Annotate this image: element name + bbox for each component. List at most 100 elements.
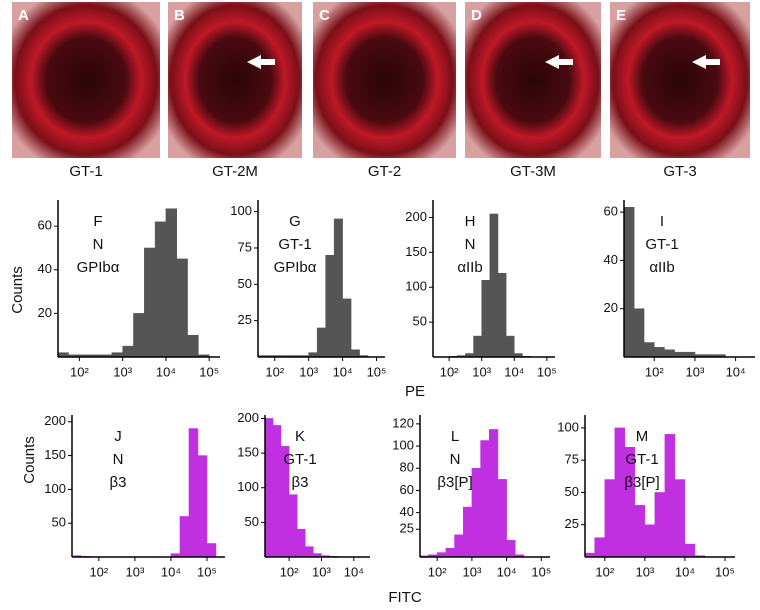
histogram-bar (471, 468, 481, 558)
panel-label: GPIbα (274, 259, 317, 276)
x-tick-label: 10³ (299, 364, 318, 379)
photo-letter: D (471, 7, 482, 24)
y-tick-label: 40 (38, 261, 52, 276)
y-tick-label: 60 (400, 482, 414, 497)
y-tick-label: 60 (604, 204, 618, 219)
histogram-bar (165, 208, 177, 358)
panel-label: β3 (110, 474, 127, 491)
y-tick-label: 40 (400, 504, 414, 519)
photo-letter: A (18, 7, 29, 24)
panel-label: N (450, 451, 461, 468)
y-tick-label: 100 (557, 419, 579, 434)
histogram-bar (481, 279, 491, 358)
histogram-bar (144, 247, 156, 358)
x-tick-label: 10³ (113, 364, 132, 379)
x-tick-label: 10⁵ (537, 364, 557, 379)
photo (168, 2, 302, 158)
panel-label: GT-1 (645, 236, 678, 253)
x-tick-label: 10² (280, 564, 299, 579)
arrow (545, 55, 573, 69)
histogram-bar (623, 206, 635, 358)
y-axis-label: Counts (21, 436, 38, 484)
histogram-bar (454, 534, 464, 558)
panel-label: GT-1 (283, 451, 316, 468)
histogram-bar (206, 543, 217, 558)
histogram-bar (325, 254, 335, 358)
histogram-bar (497, 479, 507, 558)
panel-label: F (93, 213, 102, 230)
x-tick-label: 10⁴ (497, 564, 517, 579)
panel-label: N (465, 236, 476, 253)
y-tick-label: 25 (565, 516, 579, 531)
histogram-bar (594, 537, 606, 558)
histogram-bar (664, 434, 676, 558)
histogram-bar (480, 440, 490, 558)
histogram-bar (342, 298, 352, 358)
histogram-bar (264, 418, 274, 558)
x-tick-label: 10⁵ (367, 364, 387, 379)
histogram-bar (288, 494, 298, 558)
x-tick-label: 10⁵ (199, 364, 219, 379)
histogram-bar (674, 479, 686, 558)
photo-caption: GT-2M (212, 163, 258, 180)
histogram-bar (643, 342, 655, 358)
x-tick-label: 10⁴ (161, 564, 181, 579)
y-tick-label: 40 (604, 252, 618, 267)
histogram-bar (633, 308, 645, 358)
photo-caption: GT-3M (510, 163, 556, 180)
panel-label: M (636, 428, 649, 445)
x-tick-label: 10² (428, 564, 447, 579)
histogram-bar (497, 273, 507, 358)
x-tick-label: 10³ (635, 564, 654, 579)
y-tick-label: 50 (245, 514, 259, 529)
x-tick-label: 10⁴ (726, 364, 746, 379)
histogram-bar (634, 505, 646, 558)
histogram-bar (316, 327, 326, 358)
y-tick-label: 150 (44, 447, 66, 462)
x-tick-label: 10⁵ (715, 564, 735, 579)
histogram-bar (684, 543, 696, 558)
histogram-bar (188, 428, 199, 558)
y-tick-label: 75 (565, 452, 579, 467)
photo (610, 2, 750, 158)
photo (12, 2, 160, 158)
x-axis-label: FITC (388, 589, 421, 606)
panel-label: J (114, 428, 122, 445)
histogram-bar (154, 221, 167, 358)
y-tick-label: 120 (392, 415, 414, 430)
x-tick-label: 10⁵ (531, 564, 551, 579)
y-tick-label: 60 (38, 218, 52, 233)
y-tick-label: 25 (400, 521, 414, 536)
arrow (692, 55, 720, 69)
y-tick-label: 200 (44, 413, 66, 428)
panel-label: N (93, 236, 104, 253)
y-tick-label: 100 (237, 479, 259, 494)
arrow (247, 55, 275, 69)
x-tick-label: 10² (645, 364, 664, 379)
histogram-bar (664, 349, 675, 358)
panel-label: β3[P] (624, 474, 659, 491)
photo-caption: GT-3 (663, 163, 696, 180)
histogram-bar (654, 347, 665, 358)
panel-label: G (289, 213, 301, 230)
histogram-bar (122, 345, 134, 358)
histogram-bar (654, 492, 666, 558)
x-axis-label: PE (405, 383, 425, 400)
histogram-bar (604, 479, 616, 558)
photo-letter: C (319, 7, 330, 24)
histogram-bar (644, 524, 656, 558)
histogram-bar (333, 218, 343, 358)
histogram-bar (272, 425, 282, 558)
panel-label: GT-1 (625, 451, 658, 468)
panel-label: L (451, 428, 459, 445)
histogram-bar (614, 427, 626, 558)
x-tick-label: 10⁴ (675, 564, 695, 579)
panel-label: αIIb (649, 259, 674, 276)
y-tick-label: 100 (405, 279, 427, 294)
photo-caption: GT-2 (368, 163, 401, 180)
x-tick-label: 10⁴ (344, 564, 364, 579)
panel-label: GT-1 (278, 236, 311, 253)
y-tick-label: 50 (52, 515, 66, 530)
histogram-bar (133, 313, 145, 358)
